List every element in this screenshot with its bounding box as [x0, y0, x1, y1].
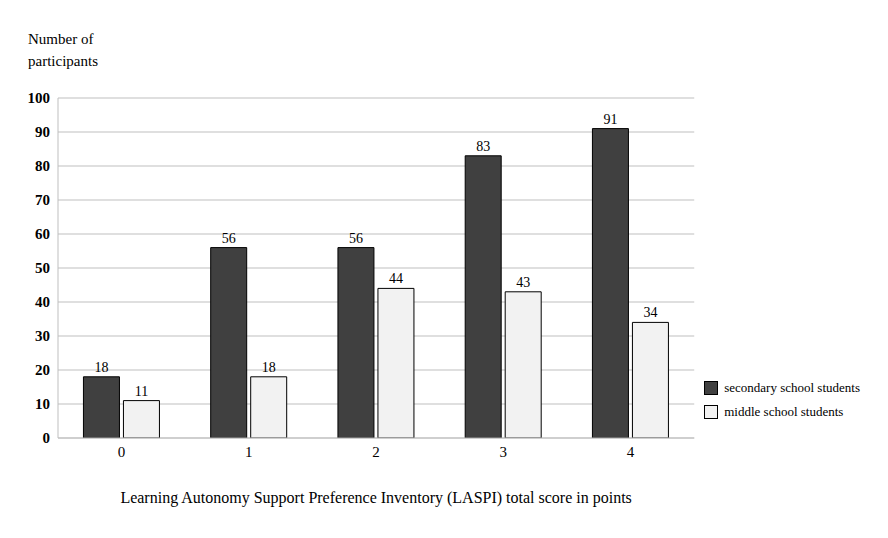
- html-text:middle school students: middle school students: [724, 404, 844, 419]
- svg-text:100: 100: [28, 90, 51, 106]
- svg-text:Learning Autonomy Support Pref: Learning Autonomy Support Preference Inv…: [120, 489, 631, 507]
- svg-text:43: 43: [516, 275, 530, 290]
- svg-text:60: 60: [35, 226, 50, 242]
- svg-text:90: 90: [35, 124, 50, 140]
- svg-text:80: 80: [35, 158, 50, 174]
- svg-text:70: 70: [35, 192, 50, 208]
- svg-text:0: 0: [43, 430, 51, 446]
- svg-text:1: 1: [245, 444, 253, 460]
- html-text:Number of participants: Number of participants: [28, 31, 98, 69]
- svg-text:10: 10: [35, 396, 50, 412]
- svg-text:56: 56: [349, 231, 363, 246]
- svg-text:18: 18: [94, 360, 108, 375]
- svg-text:3: 3: [500, 444, 508, 460]
- svg-text:11: 11: [135, 384, 148, 399]
- html-text:secondary school students: secondary school students: [724, 380, 860, 395]
- svg-text:91: 91: [603, 112, 617, 127]
- svg-text:40: 40: [35, 294, 50, 310]
- svg-text:30: 30: [35, 328, 50, 344]
- svg-text:44: 44: [389, 271, 403, 286]
- svg-text:83: 83: [476, 139, 490, 154]
- svg-text:18: 18: [262, 360, 276, 375]
- svg-text:20: 20: [35, 362, 50, 378]
- svg-text:56: 56: [222, 231, 236, 246]
- svg-text:34: 34: [643, 305, 657, 320]
- svg-text:0: 0: [118, 444, 126, 460]
- svg-text:2: 2: [372, 444, 380, 460]
- svg-text:4: 4: [627, 444, 635, 460]
- svg-text:50: 50: [35, 260, 50, 276]
